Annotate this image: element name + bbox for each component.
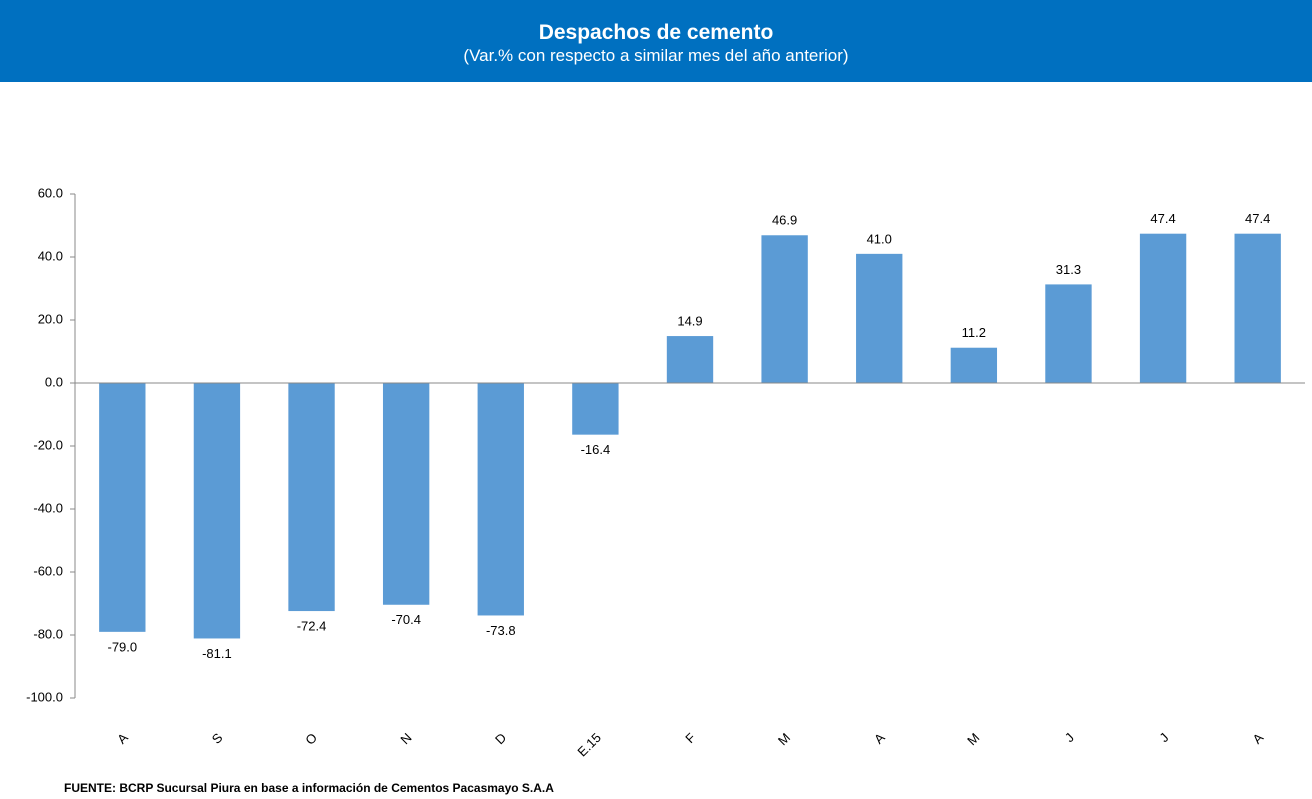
y-tick-label: -60.0 xyxy=(33,563,63,578)
y-tick-label: 40.0 xyxy=(38,248,63,263)
bar xyxy=(856,253,903,383)
bar xyxy=(193,383,241,639)
chart-subtitle: (Var.% con respecto a similar mes del añ… xyxy=(463,46,849,65)
value-label: 11.2 xyxy=(962,325,986,340)
value-label: -79.0 xyxy=(107,639,137,654)
bar xyxy=(950,347,998,383)
bar xyxy=(99,383,146,632)
y-tick-label: 20.0 xyxy=(38,311,63,326)
y-tick-label: -80.0 xyxy=(33,626,63,641)
value-label: 41.0 xyxy=(867,231,892,246)
x-tick-label: A xyxy=(1250,730,1267,747)
value-label: -16.4 xyxy=(581,442,611,457)
x-tick-label: A xyxy=(114,730,131,747)
source-note: FUENTE: BCRP Sucursal Piura en base a in… xyxy=(64,781,554,795)
bar xyxy=(477,383,524,616)
y-tick-label: 0.0 xyxy=(45,374,63,389)
x-tick-label: S xyxy=(209,730,226,747)
x-tick-label: E.15 xyxy=(574,730,604,760)
value-label: -70.4 xyxy=(391,612,421,627)
chart-title: Despachos de cemento xyxy=(538,21,774,44)
x-tick-label: J xyxy=(1156,730,1171,745)
x-tick-label: M xyxy=(775,730,793,748)
y-tick-label: 60.0 xyxy=(38,185,63,200)
value-label: 46.9 xyxy=(772,213,797,228)
x-tick-label: A xyxy=(871,730,888,747)
bar xyxy=(1139,233,1187,383)
bar xyxy=(288,383,335,612)
y-tick-label: -20.0 xyxy=(33,437,63,452)
value-label: 47.4 xyxy=(1150,211,1175,226)
bar xyxy=(761,235,808,383)
bar xyxy=(1234,233,1281,383)
y-tick-label: -100.0 xyxy=(26,689,63,704)
bar xyxy=(666,336,714,383)
value-label: -72.4 xyxy=(297,618,327,633)
x-tick-label: J xyxy=(1062,730,1077,745)
header: Despachos de cemento (Var.% con respecto… xyxy=(0,0,1312,82)
x-tick-label: N xyxy=(397,730,414,747)
value-label: 31.3 xyxy=(1056,262,1081,277)
y-tick-label: -40.0 xyxy=(33,500,63,515)
value-label: -81.1 xyxy=(202,646,232,661)
value-label: 47.4 xyxy=(1245,211,1270,226)
chart: -100.0 -80.0 -60.0 -40.0 -20.0 0.0 20.0 40.0 60.… xyxy=(26,185,1305,760)
value-label: -73.8 xyxy=(486,623,516,638)
x-tick-label: O xyxy=(302,730,320,748)
bar xyxy=(572,383,619,435)
value-label: 14.9 xyxy=(677,314,702,329)
bar xyxy=(382,383,430,605)
x-tick-label: F xyxy=(682,730,698,746)
bar xyxy=(1045,284,1092,383)
x-tick-label: M xyxy=(964,730,982,748)
x-tick-label: D xyxy=(492,730,509,747)
